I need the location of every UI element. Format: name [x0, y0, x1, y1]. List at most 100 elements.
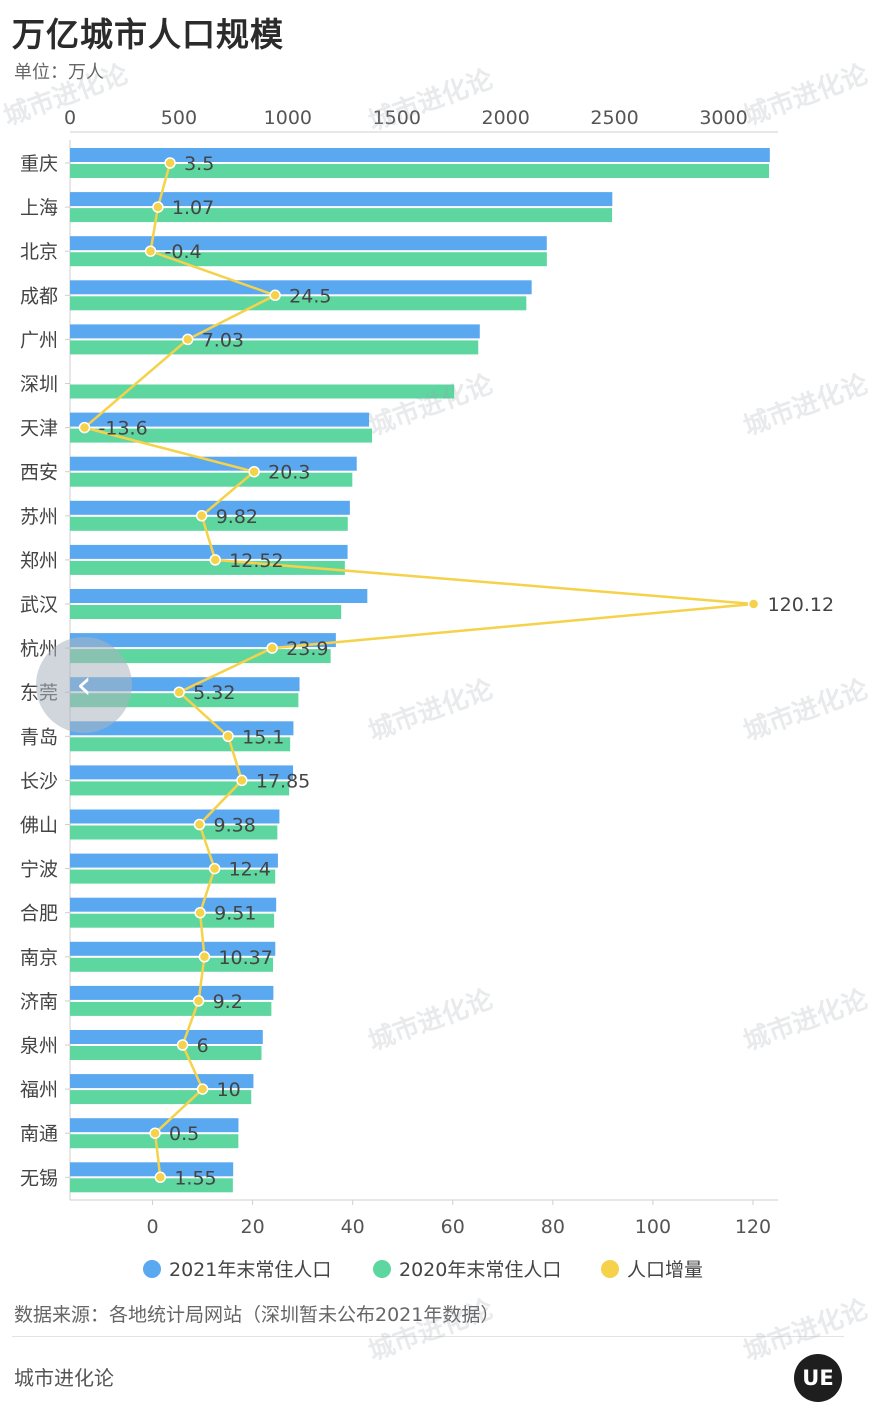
- bottom-tick-label: 60: [441, 1216, 465, 1238]
- bottom-tick-label: 0: [147, 1216, 159, 1238]
- increment-point: [144, 245, 157, 257]
- increment-point: [266, 642, 278, 654]
- bar-2021: [70, 148, 770, 162]
- divider: [12, 1336, 844, 1337]
- chevron-left-icon[interactable]: ‹: [36, 637, 132, 733]
- source-note: 数据来源：各地统计局网站（深圳暂未公布2021年数据）: [14, 1304, 500, 1326]
- bar-2020: [70, 825, 278, 840]
- legend-label: 2020年末常住人口: [399, 1259, 561, 1281]
- increment-point: [154, 1171, 167, 1184]
- legend-marker: [143, 1260, 161, 1278]
- bar-2021: [70, 721, 294, 736]
- category-label: 苏州: [20, 506, 58, 528]
- category-label: 北京: [20, 241, 58, 263]
- top-tick-label: 0: [64, 107, 76, 129]
- increment-point: [747, 598, 760, 610]
- increment-label: -13.6: [99, 418, 148, 440]
- bar-2021: [70, 192, 613, 207]
- increment-point: [192, 995, 205, 1007]
- bar-2021: [70, 853, 278, 868]
- bar-2021: [70, 1030, 263, 1044]
- bar-2020: [70, 1178, 233, 1193]
- increment-point: [198, 951, 211, 963]
- bar-2020: [70, 472, 353, 487]
- bar-2021: [70, 324, 480, 339]
- increment-label: 15.1: [242, 726, 284, 748]
- legend-label: 2021年末常住人口: [169, 1259, 331, 1281]
- bar-2020: [70, 1134, 239, 1149]
- category-label: 无锡: [20, 1167, 58, 1189]
- increment-point: [173, 686, 185, 698]
- bar-2020: [70, 605, 342, 619]
- increment-label: -0.4: [165, 241, 202, 263]
- bar-2021: [70, 1162, 234, 1177]
- increment-label: 120.12: [768, 594, 834, 616]
- category-label: 武汉: [20, 594, 58, 616]
- bar-2021: [70, 897, 277, 912]
- increment-label: 9.82: [216, 506, 258, 528]
- bar-2020: [70, 869, 276, 884]
- bar-2021: [70, 809, 280, 824]
- increment-label: 3.5: [184, 153, 214, 175]
- bar-line-chart: 0 500 1000 1500 2000 2500 3000 重庆上海北京成都广州深圳天津西…: [20, 107, 834, 1281]
- bar-2021: [70, 544, 348, 559]
- bar-2021: [70, 589, 368, 603]
- increment-point: [248, 465, 260, 478]
- bar-2020: [70, 384, 455, 399]
- increment-label: 12.4: [229, 859, 271, 881]
- category-label: 合肥: [20, 903, 58, 925]
- top-tick-label: 1500: [373, 107, 421, 129]
- increment-label: 1.55: [174, 1167, 216, 1189]
- legend-label: 人口增量: [627, 1259, 703, 1281]
- increment-point: [152, 201, 164, 213]
- bar-2020: [70, 781, 290, 796]
- bar-2020: [70, 296, 527, 311]
- increment-label: 9.2: [213, 991, 243, 1013]
- legend-marker: [601, 1260, 619, 1278]
- increment-point: [176, 1039, 189, 1051]
- increment-point: [149, 1127, 161, 1139]
- category-label: 佛山: [20, 815, 58, 837]
- category-label: 深圳: [20, 374, 58, 396]
- bar-2020: [70, 1046, 262, 1060]
- increment-label: 7.03: [202, 329, 244, 351]
- increment-label: 5.32: [193, 682, 235, 704]
- bar-2021: [70, 236, 547, 251]
- increment-point: [236, 774, 248, 787]
- footer-brand: 城市进化论: [14, 1366, 114, 1390]
- category-label: 南通: [20, 1123, 58, 1145]
- bottom-tick-label: 120: [735, 1216, 771, 1238]
- increment-point: [222, 730, 234, 743]
- legend-marker: [373, 1260, 391, 1278]
- bar-2020: [70, 340, 479, 355]
- bar-2020: [70, 516, 348, 531]
- bar-2021: [70, 985, 274, 1000]
- increment-label: 10.37: [218, 947, 272, 969]
- bar-2020: [70, 1001, 272, 1016]
- increment-label: 1.07: [172, 197, 214, 219]
- increment-point: [269, 289, 281, 302]
- increment-point: [209, 554, 221, 566]
- bottom-tick-label: 80: [541, 1216, 565, 1238]
- bar-2021: [70, 941, 276, 956]
- category-label: 泉州: [20, 1035, 58, 1057]
- bar-2021: [70, 456, 357, 471]
- increment-point: [195, 510, 208, 522]
- legend: 2021年末常住人口 2020年末常住人口 人口增量: [143, 1259, 703, 1281]
- increment-label: 9.38: [213, 815, 255, 837]
- unit-label: 单位：万人: [14, 62, 104, 83]
- bar-2020: [70, 252, 547, 267]
- top-axis: 0 500 1000 1500 2000 2500 3000: [64, 107, 778, 133]
- top-tick-label: 1000: [264, 107, 312, 129]
- chart-title: 万亿城市人口规模: [12, 15, 284, 54]
- increment-label: 24.5: [289, 285, 331, 307]
- category-label: 福州: [20, 1079, 58, 1101]
- category-label: 广州: [20, 329, 58, 351]
- top-tick-label: 2500: [590, 107, 638, 129]
- bar-2020: [70, 208, 613, 223]
- bar-2020: [70, 913, 275, 928]
- category-label: 西安: [20, 462, 58, 484]
- increment-label: 9.51: [214, 903, 256, 925]
- increment-label: 17.85: [256, 770, 310, 792]
- category-label: 济南: [20, 991, 58, 1013]
